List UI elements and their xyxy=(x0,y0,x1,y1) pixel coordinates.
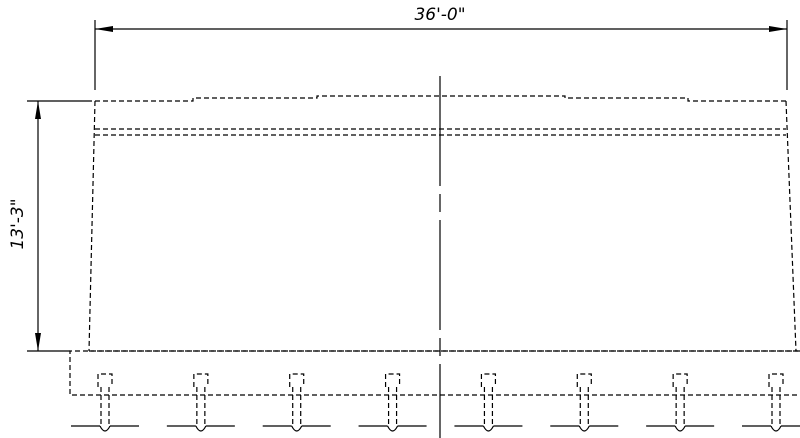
pile xyxy=(646,373,715,432)
top-edge xyxy=(95,95,786,102)
height-arrow-top xyxy=(35,101,41,119)
width-arrow-right xyxy=(769,26,787,32)
pile-break xyxy=(291,425,303,432)
pile xyxy=(550,373,619,432)
pile-top xyxy=(289,373,305,387)
pile xyxy=(166,373,235,432)
pile-top xyxy=(480,373,497,387)
pile xyxy=(358,373,427,432)
pile-top xyxy=(672,373,688,387)
pile-break xyxy=(482,425,494,432)
pile xyxy=(742,373,800,432)
height-dimension: 13'-3" xyxy=(8,100,92,352)
footing-outline xyxy=(69,350,800,396)
abutment-outline xyxy=(88,95,800,352)
width-dimension: 36'-0" xyxy=(94,5,788,90)
height-arrow-bottom xyxy=(35,333,41,351)
pile-top xyxy=(193,373,209,387)
pile-break xyxy=(99,425,111,432)
pile-top xyxy=(576,373,592,387)
pile-break xyxy=(674,425,686,432)
pile-break xyxy=(195,425,207,432)
right-side xyxy=(785,100,797,352)
pile xyxy=(454,373,523,432)
left-side xyxy=(88,100,96,352)
width-arrow-left xyxy=(95,26,113,32)
pile-break xyxy=(578,425,590,432)
pile-top xyxy=(384,373,401,387)
width-dimension-label: 36'-0" xyxy=(414,5,465,25)
height-dimension-label: 13'-3" xyxy=(8,198,28,249)
footing xyxy=(69,350,800,396)
pile-top xyxy=(768,373,784,387)
pile-group xyxy=(71,373,800,432)
pile-break xyxy=(770,425,782,432)
pile-top xyxy=(97,373,113,387)
pile-break xyxy=(387,425,399,432)
pile xyxy=(71,373,139,432)
pile xyxy=(262,373,331,432)
